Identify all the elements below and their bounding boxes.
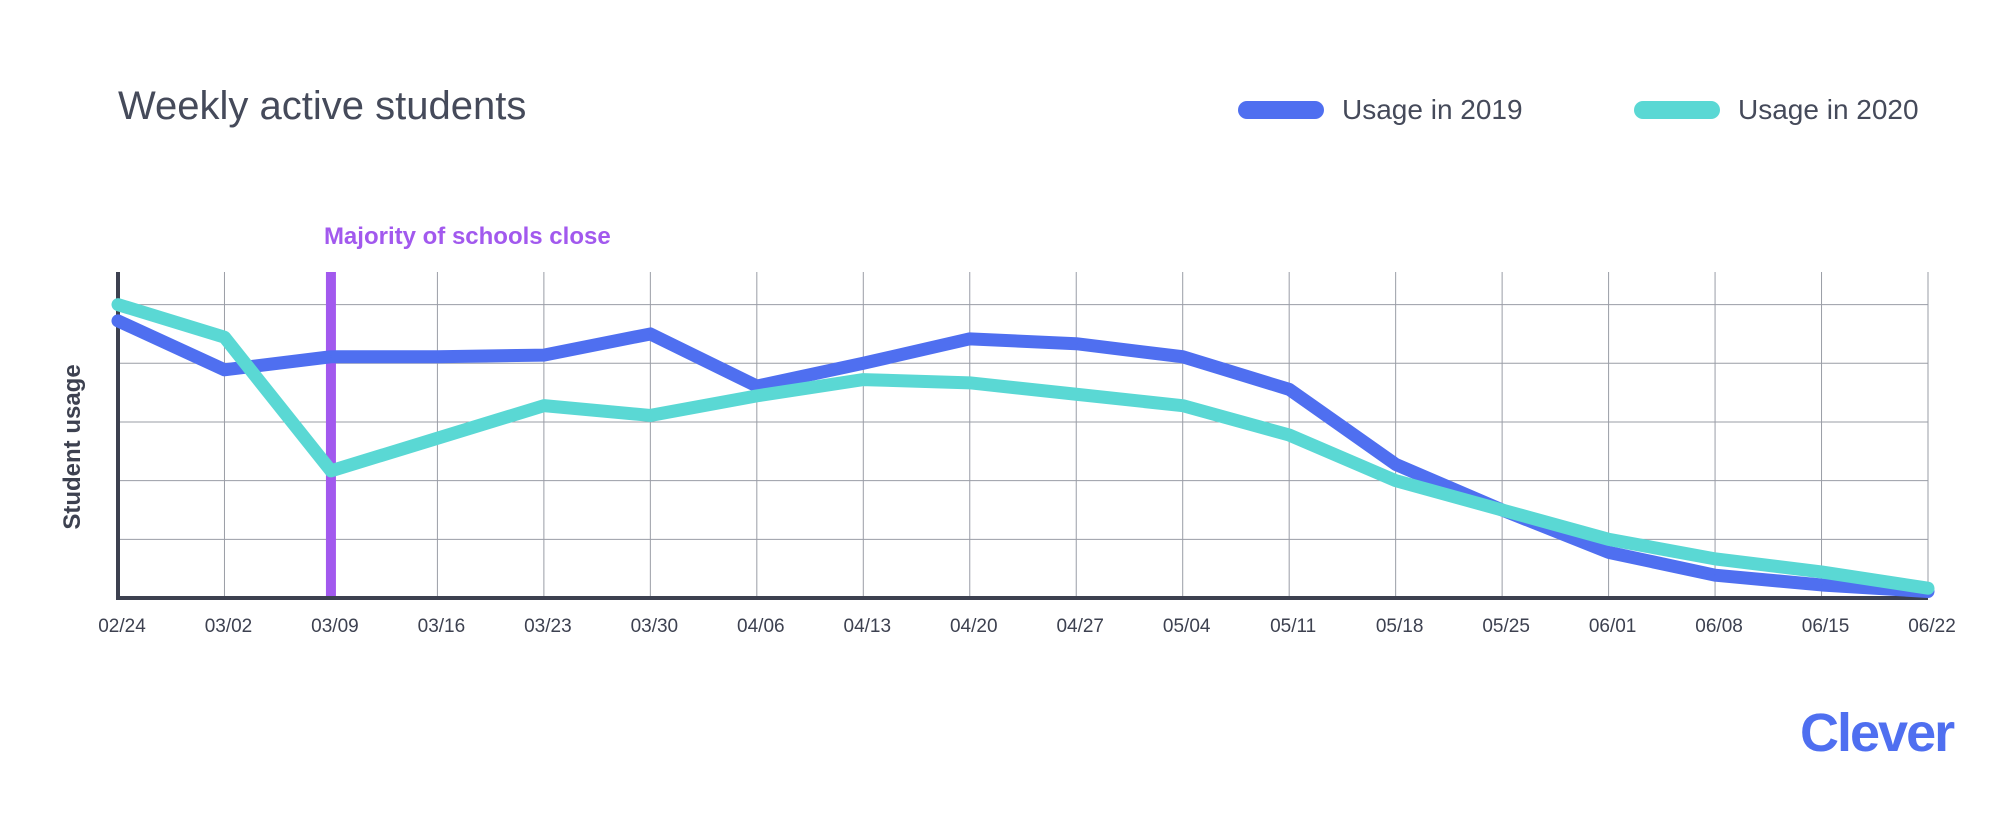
- x-tick-label: 06/08: [1695, 616, 1743, 637]
- data-point-2020: [223, 336, 226, 339]
- data-point-2019: [1288, 388, 1291, 391]
- x-tick-label: 03/09: [311, 616, 359, 637]
- x-tick-label: 06/22: [1908, 616, 1956, 637]
- data-point-2019: [117, 319, 119, 322]
- x-tick-label: 03/02: [205, 616, 253, 637]
- x-tick-label: 06/15: [1802, 616, 1850, 637]
- legend-label-2019: Usage in 2019: [1342, 94, 1523, 125]
- data-point-2020: [1607, 538, 1610, 541]
- x-tick-label: 06/01: [1589, 616, 1637, 637]
- data-point-2020: [1927, 587, 1929, 590]
- data-point-2019: [1394, 463, 1397, 466]
- x-tick-label: 04/20: [950, 616, 998, 637]
- data-point-2020: [436, 437, 439, 440]
- data-point-2020: [1501, 508, 1504, 511]
- data-point-2020: [329, 469, 332, 472]
- legend-item-2019: Usage in 2019: [1238, 94, 1523, 126]
- chart-title: Weekly active students: [118, 84, 527, 128]
- x-tick-label: 05/18: [1376, 616, 1424, 637]
- data-point-2019: [1820, 583, 1823, 586]
- data-point-2019: [649, 332, 652, 335]
- x-tick-label: 04/13: [844, 616, 892, 637]
- annotation-label: Majority of schools close: [324, 223, 611, 250]
- data-point-2019: [223, 368, 226, 371]
- data-point-2020: [649, 414, 652, 417]
- data-point-2019: [542, 354, 545, 357]
- legend-swatch-2019: [1238, 101, 1324, 119]
- x-tick-label: 02/24: [98, 616, 146, 637]
- data-point-2019: [1075, 342, 1078, 345]
- data-point-2019: [1714, 574, 1717, 577]
- x-tick-label: 05/04: [1163, 616, 1211, 637]
- data-point-2020: [1288, 434, 1291, 436]
- legend-item-2020: Usage in 2020: [1634, 94, 1919, 126]
- data-point-2019: [329, 355, 332, 358]
- data-point-2020: [755, 394, 758, 397]
- data-point-2019: [436, 355, 439, 358]
- data-point-2019: [1181, 355, 1184, 358]
- series-line-2020: [111, 298, 1935, 595]
- x-tick-label: 05/25: [1482, 616, 1530, 637]
- x-tick-label: 03/30: [631, 616, 679, 637]
- clever-logo: Clever: [1800, 703, 1955, 763]
- x-tick-label: 04/27: [1056, 616, 1104, 637]
- x-tick-label: 04/06: [737, 616, 785, 637]
- x-tick-label: 03/16: [418, 616, 466, 637]
- x-tick-label: 03/23: [524, 616, 572, 637]
- data-point-2019: [755, 385, 758, 388]
- data-point-2020: [1075, 393, 1078, 396]
- data-point-2020: [117, 303, 119, 306]
- data-point-2020: [1820, 570, 1823, 573]
- data-point-2020: [968, 381, 971, 384]
- legend-label-2020: Usage in 2020: [1738, 94, 1919, 125]
- data-point-2020: [1394, 479, 1397, 482]
- data-point-2019: [968, 337, 971, 340]
- data-point-2019: [862, 362, 865, 365]
- data-point-2019: [1607, 551, 1610, 554]
- data-point-2020: [542, 404, 545, 407]
- y-axis-label: Student usage: [59, 364, 86, 529]
- legend-swatch-2020: [1634, 101, 1720, 119]
- data-point-2020: [1714, 557, 1717, 560]
- series-line-2019: [111, 314, 1935, 598]
- data-point-2020: [862, 378, 865, 381]
- x-tick-label: 05/11: [1270, 616, 1316, 637]
- data-point-2020: [1181, 404, 1184, 407]
